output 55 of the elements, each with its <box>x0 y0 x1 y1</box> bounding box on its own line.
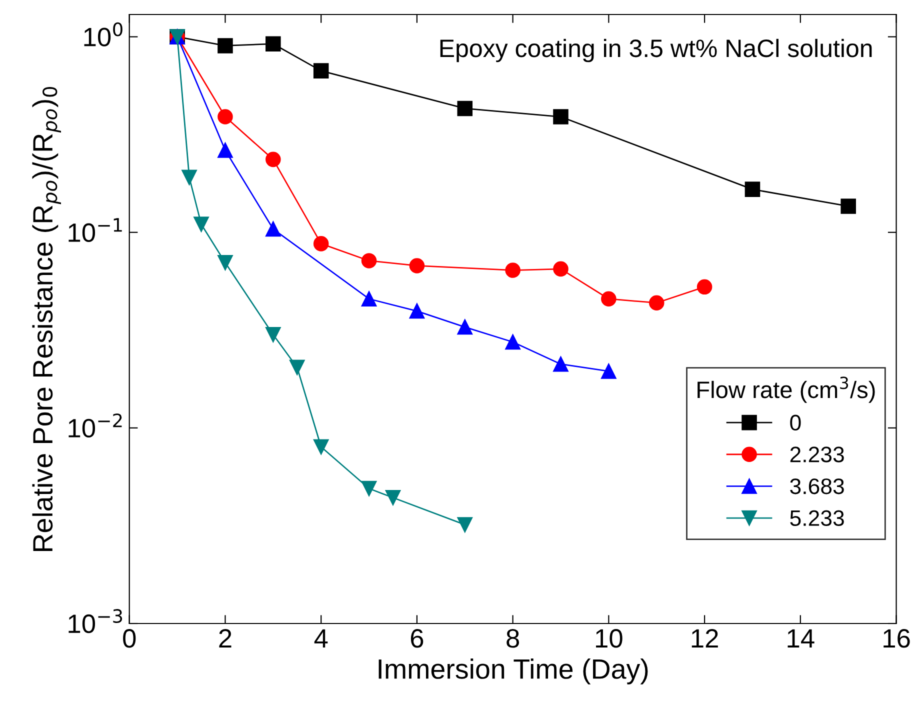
point <box>505 262 520 278</box>
x-tick-label: 8 <box>506 629 520 648</box>
point <box>361 253 377 268</box>
point <box>601 291 616 307</box>
annotation: Epoxy coating in 3.5 wt% NaCl solution <box>440 38 872 62</box>
x-tick-label: 10 <box>596 629 622 648</box>
point <box>266 152 281 168</box>
point <box>218 38 233 54</box>
point <box>218 142 233 158</box>
y-tick-label: 10$^{−2}$ <box>68 413 122 438</box>
legend-label: 2.233 <box>790 446 844 462</box>
legend-title: Flow rate (cm$^{3}$/s) <box>698 376 875 403</box>
y-tick-label: 10$^{0}$ <box>84 22 122 46</box>
point <box>744 182 760 197</box>
x-axis-title: Immersion Time (Day) <box>378 658 648 684</box>
point <box>313 63 329 78</box>
point <box>409 258 425 274</box>
point <box>457 517 473 532</box>
point <box>218 255 233 270</box>
x-tick-label: 2 <box>219 629 232 648</box>
point <box>182 170 197 186</box>
point <box>648 295 664 310</box>
point <box>553 356 568 372</box>
y-tick-label: 10$^{−1}$ <box>68 218 122 242</box>
legend-label: 0 <box>790 414 801 431</box>
point <box>266 36 281 52</box>
x-tick-label: 6 <box>410 629 424 648</box>
x-tick-label: 16 <box>884 629 910 648</box>
point <box>601 364 616 379</box>
point <box>218 109 233 124</box>
point <box>457 100 473 116</box>
point <box>553 109 568 124</box>
point <box>505 334 520 350</box>
y-axis-title: Relative Pore Resistance (R$_{po}$)/(R$_{po}$)$_{0}$ <box>32 87 61 552</box>
point <box>409 303 425 319</box>
point <box>840 198 856 214</box>
x-tick-label: 4 <box>314 629 328 648</box>
legend-label: 3.683 <box>790 478 844 494</box>
point <box>266 326 281 342</box>
x-tick-label: 14 <box>788 629 814 648</box>
point <box>696 279 712 295</box>
point <box>289 360 305 376</box>
point <box>385 490 401 506</box>
legend-label: 5.233 <box>790 510 844 526</box>
x-tick-label: 0 <box>123 629 136 648</box>
y-tick-label: 10$^{−3}$ <box>68 609 122 634</box>
point <box>313 439 329 455</box>
point <box>194 216 209 232</box>
point <box>457 319 473 335</box>
point <box>553 261 568 277</box>
point <box>361 291 377 307</box>
point <box>266 221 281 237</box>
point <box>313 236 329 252</box>
point <box>361 480 377 496</box>
x-tick-label: 12 <box>692 629 718 648</box>
